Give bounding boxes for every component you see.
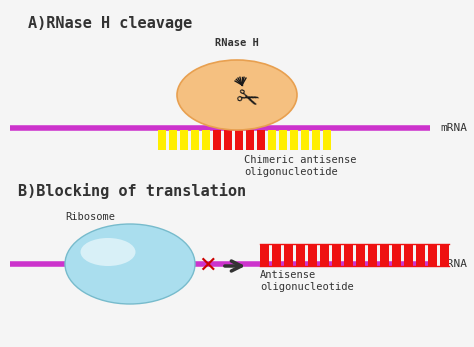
Bar [235, 130, 243, 150]
Bar [260, 244, 269, 266]
Bar [224, 130, 232, 150]
Text: Ribosome: Ribosome [65, 212, 115, 222]
Bar [301, 130, 309, 150]
Bar [180, 130, 188, 150]
Ellipse shape [65, 224, 195, 304]
Bar [392, 244, 401, 266]
Text: ✂: ✂ [231, 83, 263, 117]
Bar [404, 244, 413, 266]
Text: Chimeric antisense
oligonucleotide: Chimeric antisense oligonucleotide [245, 155, 357, 177]
Bar [202, 130, 210, 150]
Bar [213, 130, 221, 150]
Bar [272, 244, 281, 266]
Bar [332, 244, 341, 266]
Bar [308, 244, 317, 266]
Text: B)Blocking of translation: B)Blocking of translation [18, 183, 246, 199]
Bar [257, 130, 265, 150]
Text: A)RNase H cleavage: A)RNase H cleavage [28, 16, 192, 31]
Ellipse shape [177, 60, 297, 130]
Bar [416, 244, 425, 266]
Bar [344, 244, 353, 266]
Text: mRNA: mRNA [440, 123, 467, 133]
Bar [284, 244, 293, 266]
Bar [428, 244, 437, 266]
Bar [290, 130, 298, 150]
Bar [368, 244, 377, 266]
Text: ✕: ✕ [199, 256, 217, 276]
Ellipse shape [81, 238, 136, 266]
Bar [312, 130, 320, 150]
Bar [191, 130, 199, 150]
Bar [320, 244, 329, 266]
Bar [246, 130, 254, 150]
Text: mRNA: mRNA [440, 259, 467, 269]
Text: Antisense
oligonucleotide: Antisense oligonucleotide [260, 270, 354, 291]
Bar [296, 244, 305, 266]
Bar [279, 130, 287, 150]
Bar [158, 130, 166, 150]
Bar [440, 244, 449, 266]
Bar [380, 244, 389, 266]
Bar [323, 130, 331, 150]
Bar [268, 130, 276, 150]
Bar [356, 244, 365, 266]
Bar [169, 130, 177, 150]
Text: RNase H: RNase H [215, 38, 259, 48]
